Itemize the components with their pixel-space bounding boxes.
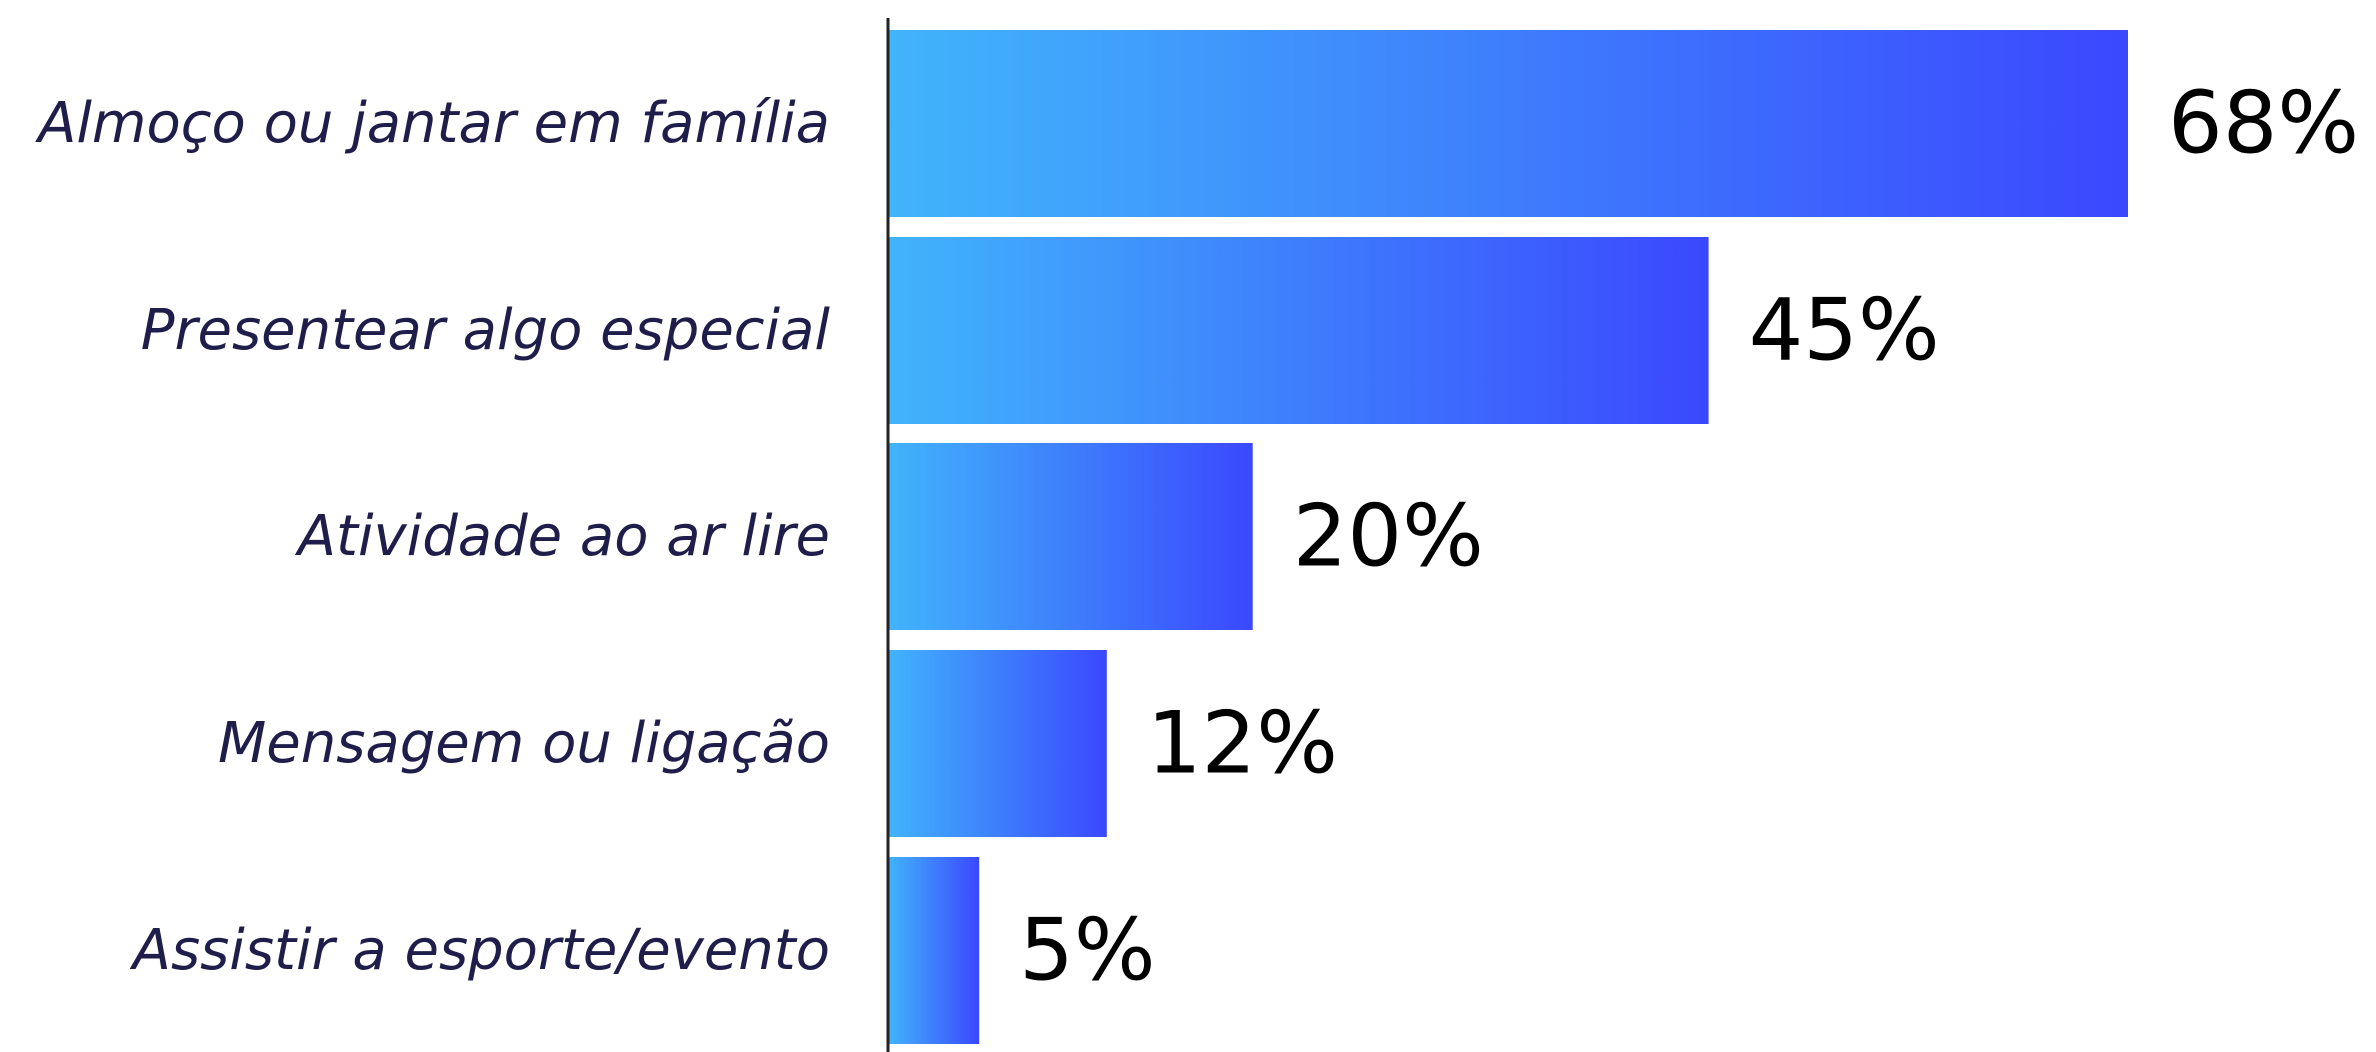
bar-2 xyxy=(888,237,1709,424)
category-label-3: Atividade ao ar lire xyxy=(295,504,830,569)
category-label-5: Assistir a esporte/evento xyxy=(130,918,830,983)
value-label-1: 68% xyxy=(2168,74,2359,174)
value-labels: 68% 45% 20% 12% 5% xyxy=(1019,74,2359,1001)
value-label-3: 20% xyxy=(1293,487,1484,587)
value-label-4: 12% xyxy=(1147,694,1338,794)
category-labels: Almoço ou jantar em família Presentear al… xyxy=(35,91,830,983)
bars-layer xyxy=(888,30,2128,1044)
value-label-2: 45% xyxy=(1749,281,1940,381)
bar-1 xyxy=(888,30,2128,217)
value-label-5: 5% xyxy=(1019,901,1155,1001)
bar-3 xyxy=(888,443,1253,630)
category-label-2: Presentear algo especial xyxy=(141,298,831,363)
bar-5 xyxy=(888,857,980,1044)
category-label-4: Mensagem ou ligação xyxy=(218,711,830,776)
category-label-1: Almoço ou jantar em família xyxy=(35,91,830,156)
bar-4 xyxy=(888,650,1107,837)
